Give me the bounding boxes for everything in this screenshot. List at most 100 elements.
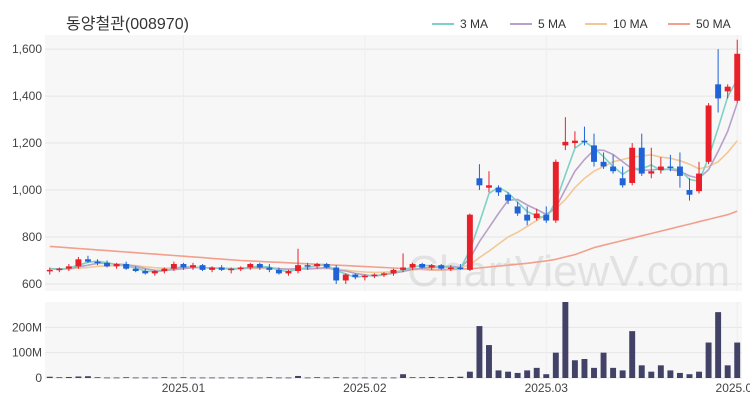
legend-label: 50 MA: [696, 17, 731, 31]
volume-bar: [629, 331, 636, 378]
volume-bar: [495, 370, 502, 378]
volume-bar: [571, 360, 578, 378]
volume-bar: [505, 371, 512, 378]
legend-item: 50 MA: [668, 17, 731, 31]
volume-tick-label: 200M: [12, 320, 42, 334]
candle-body: [648, 171, 655, 174]
legend-label: 10 MA: [613, 17, 648, 31]
volume-bar: [447, 376, 454, 378]
candle-body: [562, 141, 569, 146]
ma50-line: [49, 210, 738, 271]
time-tick-label: 2025.01: [162, 381, 206, 395]
volume-bar: [686, 374, 693, 378]
price-axis: 600 800 1,000 1,200 1,400 1,600: [12, 42, 42, 291]
volume-bar: [361, 377, 368, 379]
candle-body: [457, 267, 464, 270]
volume-bar: [256, 377, 263, 379]
volume-bar: [371, 377, 378, 379]
volume-bar: [715, 312, 722, 378]
volume-bar: [323, 377, 330, 379]
watermark: ChartViewV.com: [407, 247, 730, 296]
volume-bar: [218, 377, 225, 379]
price-tick-label: 1,200: [12, 136, 42, 150]
candle-body: [705, 105, 712, 162]
candlestick-series: [46, 39, 741, 284]
candle-body: [724, 86, 731, 92]
volume-bar: [562, 302, 569, 378]
price-tick-label: 600: [22, 277, 42, 291]
volume-panel-background: [45, 302, 742, 378]
price-tick-label: 1,400: [12, 89, 42, 103]
volume-bar: [419, 377, 426, 379]
candle-body: [466, 214, 473, 270]
volume-bar: [438, 377, 445, 379]
candle-body: [218, 267, 225, 270]
candle-body: [657, 166, 664, 171]
candle-body: [142, 271, 149, 274]
candle-body: [361, 275, 368, 278]
volume-bar: [457, 376, 464, 378]
candle-body: [113, 263, 120, 267]
candle-body: [524, 214, 531, 221]
candle-body: [190, 265, 196, 268]
candle-body: [629, 147, 636, 183]
volume-bar: [734, 342, 741, 378]
chart-title: 동양철관(008970): [66, 16, 189, 33]
volume-bar: [85, 376, 91, 378]
candle-body: [323, 263, 330, 268]
candle-body: [600, 161, 607, 167]
candle-body: [266, 267, 273, 270]
candle-body: [180, 263, 187, 268]
volume-bar: [266, 377, 273, 379]
candle-body: [94, 261, 101, 264]
volume-bar: [170, 377, 177, 379]
candle-body: [619, 178, 626, 186]
candle-body: [400, 267, 407, 270]
volume-tick-label: 0: [35, 371, 42, 385]
volume-bar: [486, 345, 492, 378]
volume-bar: [142, 377, 149, 379]
candle-body: [151, 271, 158, 274]
volume-bar: [209, 377, 216, 379]
volume-bar: [390, 377, 397, 379]
volume-bar: [476, 326, 483, 378]
candle-body: [514, 206, 521, 214]
candle-body: [428, 265, 435, 268]
candle-body: [495, 187, 502, 193]
volume-bar: [724, 365, 731, 378]
volume-bar: [275, 377, 282, 379]
volume-bar: [696, 371, 702, 378]
candle-body: [170, 263, 177, 269]
volume-bar: [648, 371, 655, 378]
candle-body: [552, 161, 559, 221]
volume-bar: [304, 377, 311, 379]
volume-bar: [352, 377, 359, 379]
candle-body: [610, 166, 617, 172]
legend-label: 5 MA: [538, 17, 566, 31]
volume-bar: [552, 352, 559, 378]
candle-body: [409, 263, 416, 268]
volume-bar: [65, 376, 72, 378]
candle-body: [333, 267, 340, 281]
volume-bar: [237, 377, 244, 379]
candle-body: [533, 213, 540, 219]
candle-body: [734, 53, 741, 101]
volume-bar: [46, 376, 53, 378]
candle-body: [342, 274, 349, 281]
candle-body: [676, 166, 683, 176]
candle-body: [419, 263, 426, 268]
volume-bar: [409, 377, 416, 379]
time-tick-label: 2025.04: [716, 381, 750, 395]
candle-body: [123, 263, 130, 269]
volume-bar: [190, 377, 196, 379]
volume-bar: [161, 377, 168, 379]
volume-bar: [199, 377, 206, 379]
candle-body: [75, 259, 82, 267]
volume-bar: [56, 377, 63, 379]
candle-body: [438, 265, 445, 269]
volume-bar: [524, 370, 531, 378]
time-tick-label: 2025.02: [343, 381, 387, 395]
candle-body: [486, 185, 492, 188]
volume-bar: [132, 377, 139, 379]
candle-body: [667, 166, 674, 169]
